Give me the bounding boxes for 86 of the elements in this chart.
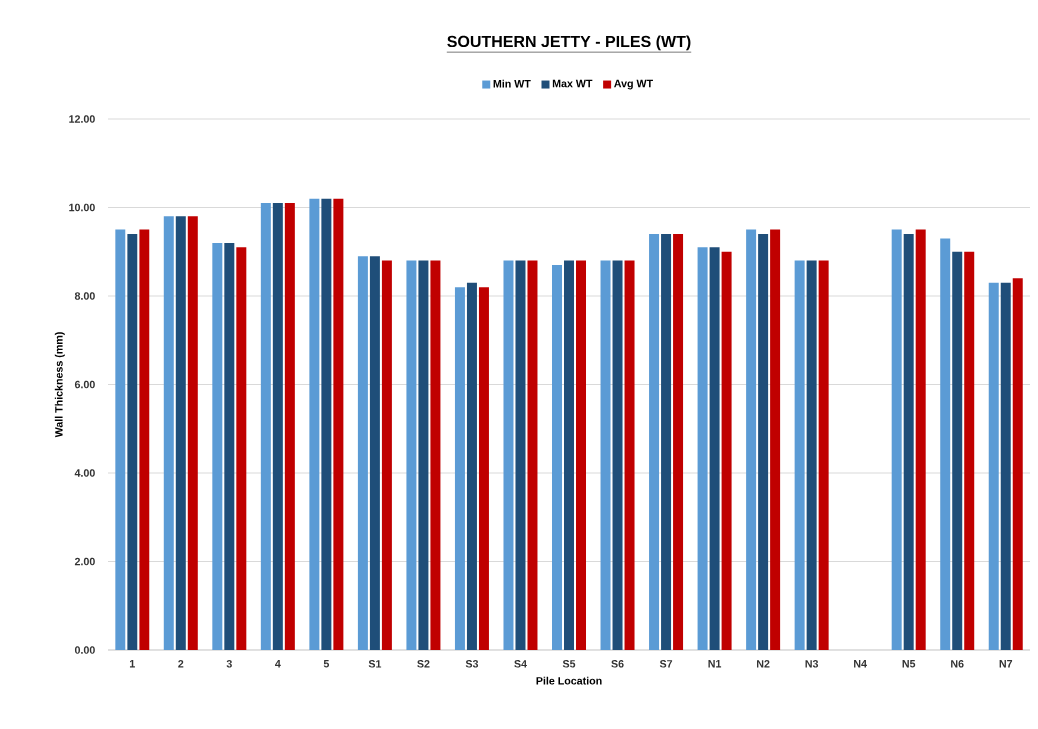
bar	[915, 229, 926, 650]
bar	[503, 260, 514, 650]
bar	[321, 198, 332, 650]
bar	[309, 198, 320, 650]
bar	[418, 260, 429, 650]
x-tick-label: 2	[178, 660, 184, 668]
bar	[952, 251, 963, 650]
bar	[721, 251, 732, 650]
bar	[333, 198, 344, 650]
bar	[466, 282, 477, 650]
bar	[1012, 278, 1023, 650]
bar	[806, 260, 817, 650]
y-tick-label: 4.00	[74, 469, 95, 477]
bar	[661, 234, 672, 650]
x-tick-label: N1	[708, 660, 722, 668]
x-tick-label: S2	[417, 660, 430, 668]
x-tick-label: N4	[854, 660, 867, 668]
legend-label: Min WT	[493, 79, 531, 88]
chart-title: SOUTHERN JETTY - PILES (WT)	[447, 35, 691, 51]
bar	[187, 216, 198, 650]
bar	[406, 260, 417, 650]
bar	[478, 287, 489, 650]
x-tick-label: N3	[805, 660, 819, 668]
bar	[369, 256, 380, 650]
bar	[964, 251, 975, 650]
bar	[903, 234, 914, 650]
bar	[552, 265, 563, 650]
bar	[940, 238, 951, 650]
bar	[576, 260, 587, 650]
bar	[175, 216, 186, 650]
bar	[224, 242, 235, 650]
bar	[600, 260, 611, 650]
bar	[284, 203, 295, 650]
bar	[891, 229, 902, 650]
x-tick-label: S1	[368, 660, 382, 668]
bar	[163, 216, 174, 650]
bar	[1000, 282, 1011, 650]
bar	[818, 260, 829, 650]
y-tick-label: 8.00	[74, 292, 95, 300]
bar	[794, 260, 805, 650]
bar	[527, 260, 538, 650]
bar	[673, 234, 684, 650]
x-axis-title: Pile Location	[536, 676, 602, 685]
bar	[709, 247, 720, 650]
x-tick-label: 5	[323, 660, 330, 668]
y-axis-title: Wall Thickness (mm)	[54, 332, 65, 438]
bar	[212, 242, 223, 650]
x-tick-label: N5	[902, 660, 916, 668]
bar	[758, 234, 769, 650]
bar	[127, 234, 138, 650]
x-tick-label: N7	[999, 660, 1013, 668]
bar	[260, 203, 271, 650]
bar	[624, 260, 635, 650]
x-tick-label: 4	[275, 660, 281, 668]
y-tick-label: 2.00	[74, 557, 95, 566]
x-tick-label: S5	[562, 660, 576, 668]
x-tick-label: N6	[951, 660, 964, 668]
bar	[564, 260, 574, 650]
x-tick-label: 1	[129, 660, 135, 668]
y-tick-label: 10.00	[69, 203, 95, 212]
legend-label: Avg WT	[614, 79, 653, 90]
bar	[515, 260, 526, 650]
x-tick-label: 3	[226, 660, 232, 668]
bar	[139, 229, 150, 650]
x-tick-label: S7	[659, 660, 673, 668]
bar	[454, 287, 465, 650]
bar	[988, 282, 999, 650]
bar	[612, 260, 623, 650]
y-tick-label: 0.00	[74, 646, 95, 654]
bar	[272, 203, 283, 650]
bar	[236, 247, 247, 650]
y-tick-label: 6.00	[74, 380, 95, 389]
bar	[697, 247, 708, 650]
bar	[357, 256, 368, 650]
bar	[115, 229, 126, 650]
bar	[649, 234, 660, 650]
x-tick-label: S6	[611, 660, 624, 668]
bar	[381, 260, 392, 650]
x-tick-label: N2	[757, 660, 770, 668]
x-tick-label: S4	[514, 660, 527, 668]
bar	[770, 229, 781, 650]
legend-label: Max WT	[552, 79, 593, 88]
x-tick-label: S3	[465, 660, 479, 668]
y-tick-label: 12.00	[69, 115, 95, 123]
bar	[430, 260, 441, 650]
bar	[746, 229, 757, 650]
